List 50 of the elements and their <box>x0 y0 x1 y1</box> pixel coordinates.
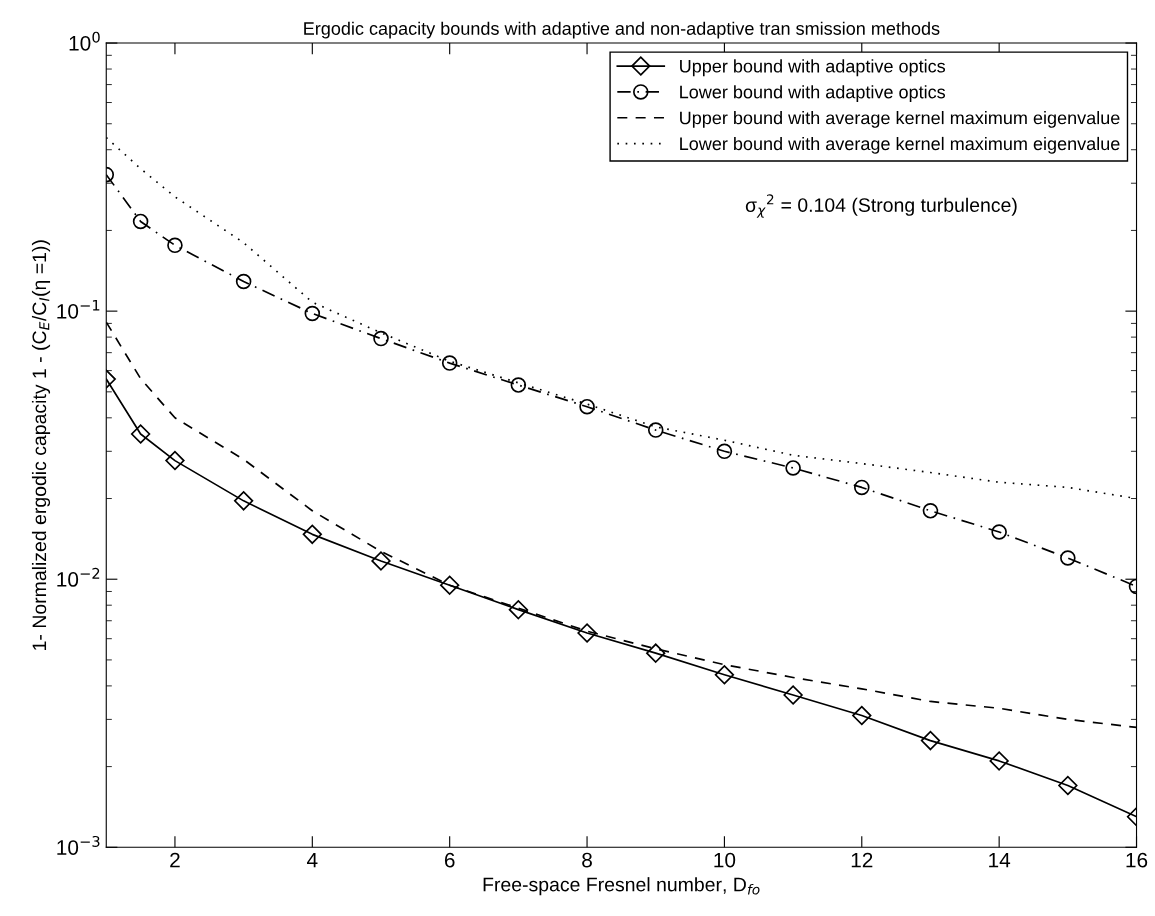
point <box>579 398 595 415</box>
point <box>132 213 149 230</box>
point <box>714 665 735 685</box>
legend-label: Lower bound with average kernel maximum eigenvalue <box>680 136 1120 154</box>
x-tick-label: 2 <box>170 852 180 868</box>
point <box>646 643 666 663</box>
x-tick-label: 14 <box>989 852 1011 868</box>
point <box>373 330 389 347</box>
point <box>647 422 664 438</box>
point <box>716 443 733 460</box>
point <box>1058 775 1078 796</box>
x-axis-title: Free-space Fresnel number, D$_{fo}$ <box>483 877 760 896</box>
point <box>783 685 803 705</box>
point <box>785 460 801 476</box>
x-tick-label: 4 <box>307 852 318 868</box>
x-tick-label: 8 <box>582 852 592 868</box>
point <box>233 491 254 511</box>
point <box>130 424 151 444</box>
point <box>510 377 527 393</box>
point <box>304 305 321 322</box>
y-tick-label: 10$^{0}$ <box>69 31 100 51</box>
point <box>302 524 322 545</box>
point <box>235 273 252 290</box>
x-tick-label: 12 <box>851 852 873 868</box>
point <box>989 751 1009 771</box>
point <box>508 599 529 620</box>
x-tick-label: 6 <box>444 852 455 868</box>
point <box>852 705 872 726</box>
y-axis-title: 1- Normalized ergodic capacity 1 - (C$_{E}$/C$_{I}$(η =1)) <box>31 240 51 650</box>
annotation: σ$_{χ}$$^{2}$ = 0.104 (Strong turbulence) <box>745 194 1017 218</box>
legend-label: Upper bound with average kernel maximum eigenvalue <box>680 111 1120 128</box>
point <box>577 623 597 643</box>
point <box>922 503 939 519</box>
point <box>920 730 941 751</box>
y-tick-label: 10$^{−2}$ <box>57 567 100 587</box>
chart-title: Ergodic capacity bounds with adaptive and non-adaptive tran smission methods <box>304 21 940 39</box>
point <box>165 450 185 471</box>
point <box>991 524 1007 540</box>
y-tick-label: 10$^{−3}$ <box>57 835 100 855</box>
x-tick-label: 10 <box>714 852 736 868</box>
legend-label: Lower bound with adaptive optics <box>680 85 946 102</box>
point <box>854 479 870 496</box>
y-tick-label: 10$^{−1}$ <box>57 299 100 319</box>
point <box>371 551 391 571</box>
x-tick-label: 16 <box>1126 852 1148 868</box>
point <box>1060 550 1076 566</box>
point <box>440 575 460 595</box>
point <box>441 355 458 371</box>
legend-label: Upper bound with adaptive optics <box>680 59 946 77</box>
point <box>167 237 183 254</box>
